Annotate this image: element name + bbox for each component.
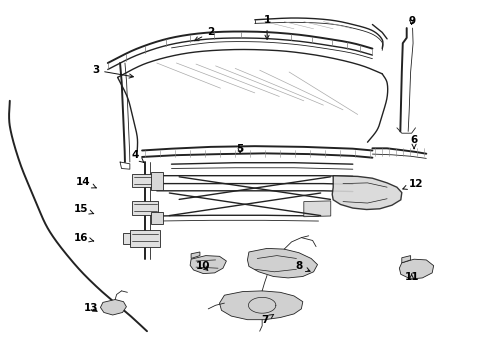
Text: 8: 8 — [295, 261, 310, 271]
Text: 1: 1 — [264, 15, 270, 39]
Text: 6: 6 — [411, 135, 417, 149]
Text: 11: 11 — [404, 272, 419, 282]
Polygon shape — [191, 252, 200, 258]
Text: 5: 5 — [237, 144, 244, 154]
Polygon shape — [122, 233, 130, 244]
Text: 10: 10 — [196, 261, 211, 271]
Text: 16: 16 — [74, 233, 94, 243]
Text: 12: 12 — [403, 179, 424, 189]
Polygon shape — [332, 176, 402, 210]
Polygon shape — [190, 256, 226, 274]
Text: 14: 14 — [76, 177, 96, 188]
Polygon shape — [130, 230, 160, 247]
Text: 2: 2 — [195, 27, 214, 41]
Text: 9: 9 — [408, 16, 415, 26]
Text: 3: 3 — [92, 65, 133, 78]
Polygon shape — [402, 256, 411, 263]
Polygon shape — [220, 291, 303, 320]
Polygon shape — [132, 201, 158, 215]
Polygon shape — [247, 248, 318, 278]
Polygon shape — [304, 201, 331, 217]
Polygon shape — [399, 259, 434, 279]
Text: 7: 7 — [261, 314, 274, 325]
Polygon shape — [100, 300, 126, 315]
Polygon shape — [151, 172, 163, 190]
Text: 15: 15 — [74, 204, 94, 214]
Text: 4: 4 — [131, 150, 144, 162]
Text: 13: 13 — [83, 303, 98, 313]
Polygon shape — [151, 212, 163, 224]
Polygon shape — [132, 174, 158, 187]
